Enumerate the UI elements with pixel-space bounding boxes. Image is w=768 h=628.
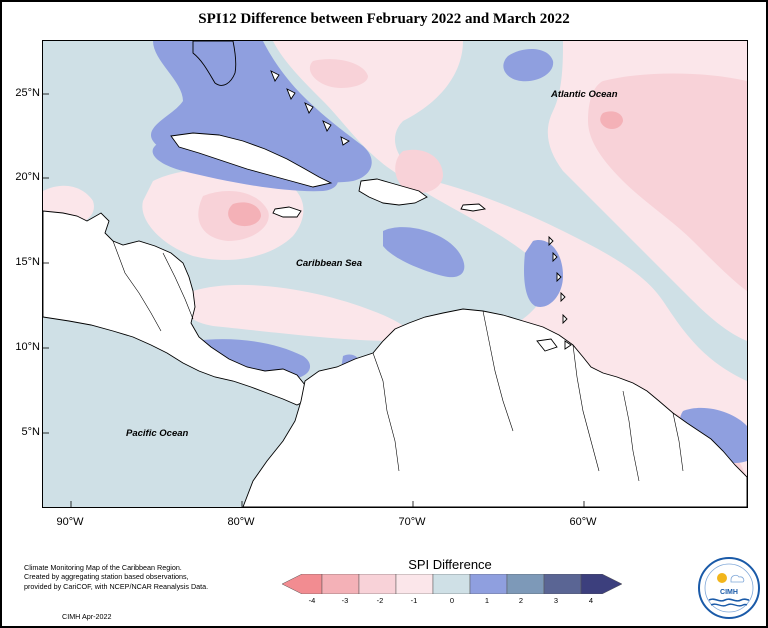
legend-tick: 4 <box>588 596 594 605</box>
legend-swatch <box>543 574 582 594</box>
lat-label-5n: 5°N <box>21 426 40 438</box>
legend-swatch <box>358 574 397 594</box>
legend-tick: 1 <box>484 596 490 605</box>
legend-tick: -4 <box>308 596 316 605</box>
country-borders <box>112 240 684 482</box>
map-credit: CIMH Apr-2022 <box>62 612 112 621</box>
lat-label-15n: 15°N <box>15 256 40 268</box>
footnote-line: Climate Monitoring Map of the Caribbean … <box>24 563 182 572</box>
map-ticks <box>43 93 585 507</box>
wave-icon <box>710 603 748 607</box>
spi-map <box>43 41 747 507</box>
legend-swatch <box>432 574 471 594</box>
footnote-line: provided by CariCOF, with NCEP/NCAR Rean… <box>24 581 209 591</box>
legend-swatch <box>506 574 545 594</box>
lat-label-20n: 20°N <box>15 171 40 183</box>
region-label-caribbean: Caribbean Sea <box>296 258 362 269</box>
cimh-logo: CIMH <box>698 557 760 619</box>
legend-title: SPI Difference <box>408 557 492 572</box>
lon-label-90w: 90°W <box>56 516 84 528</box>
legend-swatch <box>580 574 622 594</box>
legend-tick: -1 <box>410 596 418 605</box>
wave-icon <box>708 598 750 602</box>
region-label-pacific: Pacific Ocean <box>126 428 189 439</box>
footnote-line: Created by aggregating station based obs… <box>24 572 189 582</box>
map-panel <box>42 40 748 508</box>
legend-colorbar <box>282 574 622 594</box>
legend-tick: -2 <box>376 596 384 605</box>
legend-swatch <box>321 574 360 594</box>
lon-label-70w: 70°W <box>398 516 426 528</box>
map-footnote: Climate Monitoring Map of the Caribbean … <box>24 563 224 591</box>
lon-label-80w: 80°W <box>227 516 255 528</box>
legend-tick: 2 <box>518 596 524 605</box>
legend-tick: -3 <box>341 596 349 605</box>
legend-swatch <box>282 574 323 594</box>
region-label-atlantic: Atlantic Ocean <box>551 89 618 100</box>
legend-tick: 0 <box>449 596 455 605</box>
cloud-icon <box>730 574 745 583</box>
lat-label-25n: 25°N <box>15 87 40 99</box>
logo-text: CIMH <box>720 589 738 596</box>
lat-label-10n: 10°N <box>15 341 40 353</box>
land-masses <box>43 41 747 507</box>
lon-label-60w: 60°W <box>569 516 597 528</box>
sun-icon <box>717 573 727 583</box>
legend-tick: 3 <box>553 596 559 605</box>
map-title: SPI12 Difference between February 2022 a… <box>198 11 570 27</box>
legend-swatch <box>395 574 434 594</box>
legend-swatch <box>469 574 508 594</box>
